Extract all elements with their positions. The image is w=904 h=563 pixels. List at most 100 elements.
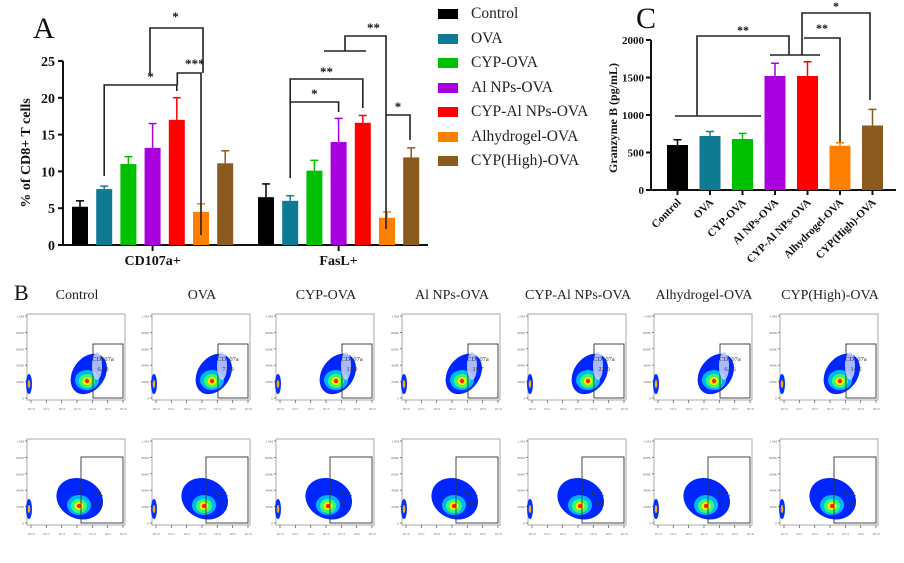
legend-item: OVA (438, 27, 588, 52)
significance-bracket (176, 72, 202, 235)
legend-label: OVA (471, 29, 503, 47)
y-tick-label: 20 (41, 92, 55, 107)
x-tick-label: 10^0 (781, 407, 788, 411)
density-population-left-core (780, 505, 784, 513)
y-tick-label: 400K (16, 364, 24, 368)
significance-bracket (103, 84, 178, 176)
y-tick-label: 1.0M (518, 315, 526, 319)
legend-item: Al NPs-OVA (438, 76, 588, 101)
x-tick-label: 10^6 (621, 407, 628, 411)
x-tick-label: 10^0 (781, 532, 788, 536)
gate-highlight (845, 352, 855, 380)
y-tick-label: 5 (48, 202, 55, 217)
x-tick-label: 10^2 (811, 407, 818, 411)
x-tick-label: 10^1 (544, 532, 551, 536)
x-tick-label: 10^5 (104, 407, 111, 411)
x-tick-label: 10^6 (120, 407, 127, 411)
density-peak (201, 503, 207, 509)
y-tick-label: 800K (517, 456, 525, 460)
x-tick-label: 10^1 (418, 407, 425, 411)
bar (120, 164, 137, 245)
significance-bracket (804, 37, 841, 142)
x-tick-label: 10^4 (716, 532, 723, 536)
y-tick-label: 200K (769, 505, 777, 509)
x-tick-label: 10^1 (292, 407, 299, 411)
legend-label: CYP-Al NPs-OVA (471, 103, 589, 121)
y-tick-label: 1000 (622, 110, 645, 122)
y-tick-label: 0 (22, 397, 24, 401)
x-tick-label: 10^3 (575, 532, 582, 536)
legend-label: CYP(High)-OVA (471, 152, 580, 170)
y-tick-label: 400K (769, 489, 777, 493)
legend-swatch (438, 107, 458, 118)
x-tick-label: 10^1 (418, 532, 425, 536)
bar (258, 197, 274, 245)
y-tick-label: 25 (41, 55, 55, 70)
x-tick-label: 10^6 (120, 532, 127, 536)
x-tick-label: 10^2 (559, 532, 566, 536)
x-tick-label: 10^1 (292, 532, 299, 536)
bar (96, 189, 113, 245)
bar (732, 139, 753, 190)
x-tick-label: CYP(High)-OVA (814, 197, 879, 262)
gate-percentage: 20.3 (466, 501, 477, 508)
y-tick-label: 200K (16, 380, 24, 384)
y-tick-label: 1.0M (392, 315, 400, 319)
y-tick-label: 600K (517, 347, 525, 351)
x-tick-label: 10^1 (43, 407, 50, 411)
y-tick-label: 0 (639, 185, 645, 197)
y-tick-label: 800K (391, 331, 399, 335)
y-tick-label: 0 (271, 397, 273, 401)
x-tick-label: 10^6 (495, 532, 502, 536)
y-tick-label: 1.0M (644, 440, 652, 444)
x-tick-label: 10^3 (827, 532, 834, 536)
x-tick-label: 10^6 (747, 532, 754, 536)
gate-label: FasL (592, 491, 605, 498)
gate-percentage: 14.4 (844, 501, 856, 508)
significance-label: * (172, 9, 179, 24)
density-peak (84, 378, 90, 384)
flow-plot: 0 200K 400K 600K 800K 1.0M 10^0 10^1 10^2 10^3 10^… (265, 438, 376, 536)
y-tick-label: 400K (141, 489, 149, 493)
bar (379, 217, 395, 245)
gate-label: FasL (718, 491, 731, 498)
y-tick-label: 600K (141, 472, 149, 476)
y-axis-label: Granzyme B (pg/mL) (606, 63, 620, 173)
flow-plot: 0 200K 400K 600K 800K 1.0M 10^0 10^1 10^2 10^3 10^… (141, 438, 252, 536)
y-tick-label: 1.0M (518, 440, 526, 444)
density-population-left-core (528, 505, 532, 513)
x-tick-label: 10^5 (857, 532, 864, 536)
y-tick-label: 0 (147, 397, 149, 401)
y-tick-label: 600K (769, 472, 777, 476)
x-tick-label: 10^4 (590, 532, 597, 536)
y-tick-label: 800K (265, 456, 273, 460)
x-tick-label: 10^5 (731, 407, 738, 411)
bar (217, 163, 234, 245)
gate-box (455, 456, 499, 524)
y-tick-label: 600K (769, 347, 777, 351)
gate-label: CD107a (341, 356, 363, 363)
x-tick-label: 10^6 (747, 407, 754, 411)
significance-bracket (344, 35, 387, 229)
x-tick-label: 10^4 (842, 407, 849, 411)
bar (699, 136, 721, 190)
bar (306, 170, 323, 245)
flow-plot: 0 200K 400K 600K 800K 1.0M 10^0 10^1 10^2 10^3 10^… (141, 313, 252, 411)
x-tick-label: 10^4 (716, 407, 723, 411)
gate-percentage: 6.76 (91, 501, 103, 508)
x-tick-label: FasL+ (319, 254, 357, 269)
legend-item: Alhydrogel-OVA (438, 125, 588, 150)
bar (764, 76, 786, 190)
y-tick-label: 1.0M (770, 315, 778, 319)
flow-plot-title: CYP-OVA (295, 288, 357, 303)
x-tick-label: 10^1 (168, 407, 175, 411)
flow-plot: 0 200K 400K 600K 800K 1.0M 10^0 10^1 10^2 10^3 10^… (643, 438, 754, 536)
significance-label: * (311, 86, 318, 101)
y-tick-label: 800K (141, 331, 149, 335)
x-tick-label: 10^2 (58, 407, 65, 411)
gate-box (707, 456, 751, 524)
y-tick-label: 200K (643, 380, 651, 384)
x-tick-label: Control (649, 197, 683, 231)
y-tick-label: 400K (141, 364, 149, 368)
x-tick-label: 10^6 (621, 532, 628, 536)
